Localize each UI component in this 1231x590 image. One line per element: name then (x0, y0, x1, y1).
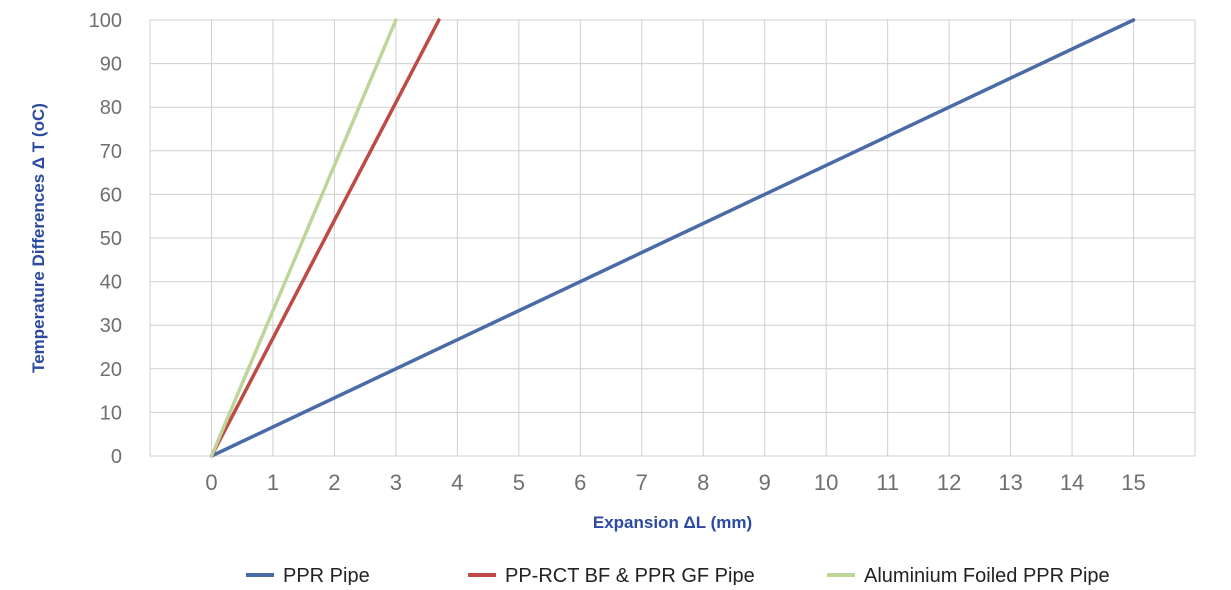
series-line (209, 18, 1136, 458)
y-tick-label: 30 (100, 315, 122, 337)
legend: PPR Pipe PP-RCT BF & PPR GF Pipe Aluminium… (246, 565, 1110, 587)
x-axis-title: Expansion ΔL (mm) (593, 513, 752, 532)
series-line (209, 18, 441, 458)
legend-label: PPR Pipe (283, 565, 370, 585)
y-tick-label: 70 (100, 141, 122, 163)
y-tick-label: 0 (111, 446, 122, 468)
x-tick-label: 3 (390, 470, 402, 495)
legend-label: PP-RCT BF & PPR GF Pipe (505, 565, 755, 585)
y-tick-label: 50 (100, 228, 122, 250)
x-tick-labels: 0 1 2 3 4 5 6 7 8 9 10 11 12 13 14 15 (205, 470, 1145, 495)
y-tick-label: 20 (100, 359, 122, 381)
x-tick-label: 8 (697, 470, 709, 495)
x-tick-label: 11 (876, 470, 899, 495)
x-tick-label: 9 (759, 470, 771, 495)
legend-item: Aluminium Foiled PPR Pipe (827, 565, 1110, 587)
y-tick-label: 10 (100, 402, 122, 424)
x-tick-label: 5 (513, 470, 525, 495)
x-tick-label: 10 (814, 470, 838, 495)
legend-item: PPR Pipe (246, 565, 370, 587)
y-tick-labels: 0 10 20 30 40 50 60 70 80 90 100 (89, 10, 122, 468)
series-lines (209, 18, 1136, 458)
x-tick-label: 2 (328, 470, 340, 495)
y-tick-label: 100 (89, 10, 122, 32)
legend-label: Aluminium Foiled PPR Pipe (864, 565, 1110, 585)
x-tick-label: 0 (205, 470, 217, 495)
y-axis-title: Temperature Differences Δ T (oC) (29, 103, 48, 373)
y-tick-label: 60 (100, 184, 122, 206)
y-tick-label: 90 (100, 54, 122, 76)
y-tick-label: 40 (100, 272, 122, 294)
x-tick-label: 13 (998, 470, 1022, 495)
y-tick-label: 80 (100, 97, 122, 119)
legend-item: PP-RCT BF & PPR GF Pipe (468, 565, 755, 587)
x-tick-label: 15 (1121, 470, 1145, 495)
x-tick-label: 1 (267, 470, 279, 495)
x-tick-label: 4 (451, 470, 463, 495)
x-tick-label: 12 (937, 470, 961, 495)
series-line (209, 18, 398, 458)
x-tick-label: 14 (1060, 470, 1084, 495)
x-tick-label: 7 (636, 470, 648, 495)
x-tick-label: 6 (574, 470, 586, 495)
